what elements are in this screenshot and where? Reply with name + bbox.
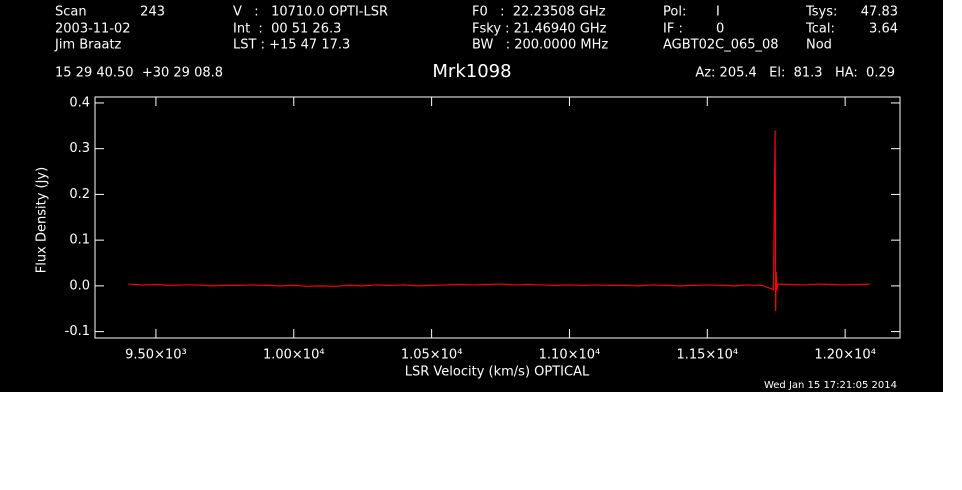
header-text: F0 : 22.23508 GHz xyxy=(472,5,606,20)
header-text: Int : 00 51 26.3 xyxy=(233,22,341,37)
header-text: Jim Braatz xyxy=(54,38,122,53)
spectrum-line xyxy=(128,130,870,312)
header-text: 15 29 40.50 +30 29 08.8 xyxy=(55,66,223,81)
x-tick-label: 1.00×10⁴ xyxy=(263,348,325,363)
header-text: IF : xyxy=(663,22,683,37)
header-text: 2003-11-02 xyxy=(55,22,131,37)
header-text: 0 xyxy=(716,22,724,37)
x-tick-label: 1.10×10⁴ xyxy=(539,348,601,363)
x-axis-label: LSR Velocity (km/s) OPTICAL xyxy=(405,365,590,380)
background xyxy=(0,0,943,392)
y-tick-label: -0.1 xyxy=(65,324,90,339)
x-tick-label: 1.20×10⁴ xyxy=(814,348,876,363)
x-tick-label: 1.15×10⁴ xyxy=(676,348,738,363)
header-text: Tsys: xyxy=(805,5,837,20)
header-text: Az: 205.4 El: 81.3 HA: 0.29 xyxy=(695,66,895,81)
y-tick-label: 0.3 xyxy=(69,141,90,156)
header-text: 3.64 xyxy=(869,22,898,37)
y-tick-label: 0.2 xyxy=(69,187,90,202)
chart-title: Mrk1098 xyxy=(432,61,511,82)
header-text: V : 10710.0 OPTI-LSR xyxy=(233,5,388,20)
timestamp: Wed Jan 15 17:21:05 2014 xyxy=(764,380,897,391)
header-text: Nod xyxy=(806,38,832,53)
header-text: Fsky : 21.46940 GHz xyxy=(472,22,607,37)
header-text: Scan xyxy=(55,5,87,20)
x-tick-label: 9.50×10³ xyxy=(125,348,187,363)
plot-frame xyxy=(94,96,901,339)
header-text: LST : +15 47 17.3 xyxy=(233,38,350,53)
header-text: AGBT02C_065_08 xyxy=(663,38,779,53)
header-text: I xyxy=(716,5,720,20)
header-text: Pol: xyxy=(663,5,686,20)
y-tick-label: 0.1 xyxy=(69,233,90,248)
x-tick-label: 1.05×10⁴ xyxy=(401,348,463,363)
y-tick-label: 0.4 xyxy=(69,95,90,110)
y-axis-label: Flux Density (Jy) xyxy=(35,167,50,273)
header-text: 243 xyxy=(140,5,165,20)
header-text: 47.83 xyxy=(861,5,898,20)
header-text: BW : 200.0000 MHz xyxy=(472,38,608,53)
y-tick-label: 0.0 xyxy=(69,278,90,293)
header-text: Tcal: xyxy=(805,22,835,37)
